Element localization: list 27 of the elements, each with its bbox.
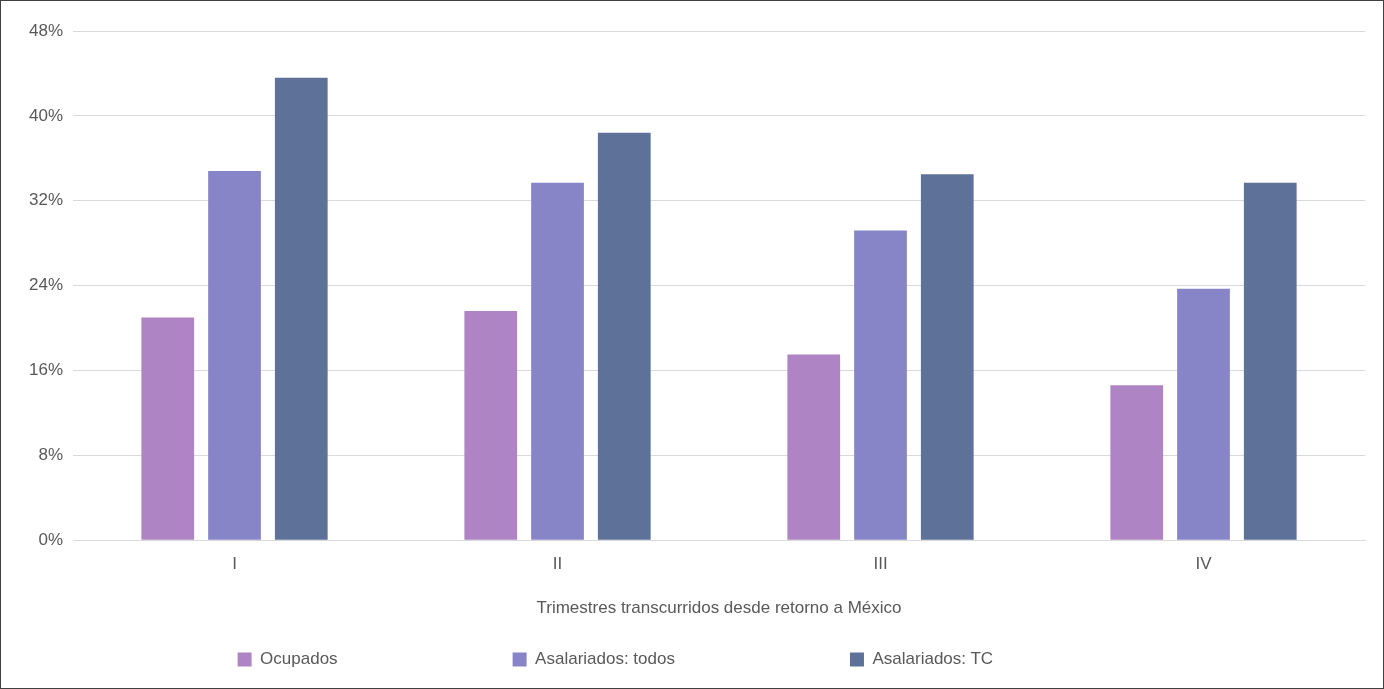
bar	[208, 171, 261, 540]
bar	[464, 311, 518, 540]
bar	[597, 132, 651, 540]
y-tick-label: 40%	[28, 105, 64, 125]
legend-label: Asalariados: TC	[872, 649, 1147, 669]
bar	[1243, 182, 1297, 540]
legend-label: Asalariados: todos	[535, 649, 828, 669]
x-axis-title: Trimestres transcurridos desde retorno a México	[536, 598, 902, 618]
bar	[141, 317, 195, 540]
y-tick-label: 32%	[28, 190, 64, 210]
bar	[920, 174, 974, 540]
legend-label: Ocupados	[260, 649, 491, 669]
y-tick-label: 0%	[38, 529, 64, 549]
y-tick-label: 16%	[28, 360, 64, 380]
bar	[274, 77, 328, 540]
bar	[787, 354, 841, 540]
bar	[854, 230, 907, 540]
y-tick-label: 48%	[28, 20, 64, 40]
x-tick-label: II	[552, 554, 563, 574]
x-tick-label: III	[873, 554, 888, 574]
x-tick-label: I	[232, 554, 237, 574]
y-tick-label: 8%	[38, 445, 64, 465]
y-tick-label: 24%	[28, 275, 64, 295]
bar	[1177, 288, 1230, 540]
x-tick-label: IV	[1195, 554, 1213, 574]
bar	[531, 182, 584, 540]
bar	[1110, 385, 1164, 540]
